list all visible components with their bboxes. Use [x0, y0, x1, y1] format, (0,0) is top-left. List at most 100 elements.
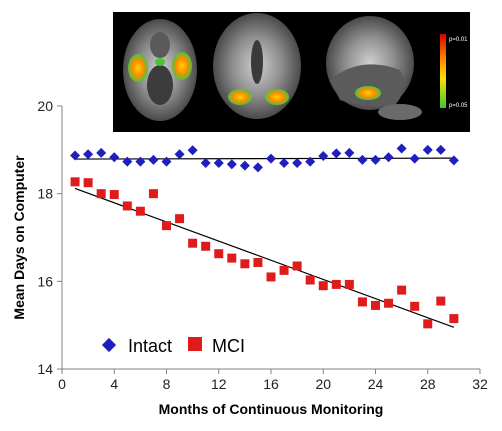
data-point-mci: [292, 261, 302, 271]
legend-marker-intact: [101, 337, 117, 353]
data-point-mci: [188, 238, 198, 248]
data-point-mci: [135, 206, 145, 216]
y-axis-title: Mean Days on Computer: [11, 155, 27, 320]
data-point-intact: [305, 156, 316, 167]
data-point-mci: [162, 221, 171, 231]
data-point-intact: [239, 160, 250, 171]
data-point-intact: [122, 156, 133, 167]
data-points: [70, 143, 459, 329]
data-point-mci: [148, 189, 158, 199]
y-tick-label: 14: [37, 361, 53, 377]
data-point-intact: [383, 152, 394, 163]
data-point-intact: [448, 155, 459, 166]
y-tick-label: 20: [37, 98, 53, 114]
activation-blob: [265, 89, 289, 105]
trend-line-mci: [74, 187, 455, 328]
data-point-intact: [226, 159, 237, 170]
data-point-mci: [70, 177, 80, 187]
data-point-intact: [135, 156, 146, 167]
x-tick-label: 8: [163, 376, 171, 392]
data-point-mci: [122, 201, 132, 211]
data-point-intact: [96, 147, 107, 158]
data-point-mci: [423, 319, 433, 329]
data-point-intact: [370, 154, 381, 165]
data-point-intact: [422, 144, 433, 155]
data-point-mci: [357, 297, 367, 307]
data-point-intact: [161, 156, 172, 167]
data-point-intact: [200, 157, 211, 168]
trend-line-intact: [75, 157, 454, 160]
data-point-intact: [70, 150, 81, 161]
data-point-mci: [240, 259, 250, 269]
data-point-mci: [331, 279, 341, 289]
data-point-mci: [410, 301, 420, 311]
data-point-intact: [252, 162, 263, 173]
legend-marker-mci: [188, 337, 202, 351]
data-point-intact: [331, 148, 342, 159]
data-point-intact: [187, 145, 198, 156]
data-point-mci: [266, 272, 276, 282]
data-point-intact: [292, 157, 303, 168]
x-tick-label: 16: [263, 376, 279, 392]
axial-brain-slice: [123, 19, 197, 121]
axes: [61, 106, 480, 370]
x-tick-label: 28: [420, 376, 436, 392]
data-point-intact: [435, 144, 446, 155]
legend-label-intact: Intact: [128, 336, 172, 356]
data-point-intact: [318, 150, 329, 161]
colorbar: [440, 34, 446, 108]
data-point-intact: [109, 152, 120, 163]
sagittal-brain-slice: [326, 16, 422, 120]
x-tick-label: 12: [211, 376, 227, 392]
data-point-mci: [214, 249, 224, 259]
x-tick-label: 4: [110, 376, 118, 392]
trend-lines: [74, 157, 455, 328]
x-tick-label: 20: [315, 376, 331, 392]
data-point-intact: [148, 154, 159, 165]
data-point-mci: [397, 285, 407, 295]
data-point-intact: [396, 143, 407, 154]
data-point-mci: [305, 275, 315, 285]
x-tick-label: 0: [58, 376, 66, 392]
data-point-intact: [409, 153, 420, 164]
data-point-intact: [344, 147, 355, 158]
y-tick-label: 18: [37, 186, 53, 202]
data-point-intact: [357, 154, 368, 165]
data-point-mci: [83, 178, 93, 188]
brain-mri-inset: p=0.01 p=0.05: [113, 12, 470, 132]
data-point-intact: [213, 157, 224, 168]
data-point-mci: [371, 300, 380, 310]
axis-ticks: 0 4 8 12 16 20 24 28 32 14 16 18 20: [37, 98, 488, 392]
data-point-mci: [279, 265, 289, 275]
data-point-mci: [175, 214, 185, 224]
activation-blob: [355, 86, 381, 100]
x-tick-label: 24: [368, 376, 384, 392]
coronal-brain-slice: [213, 13, 301, 119]
x-tick-label: 32: [472, 376, 488, 392]
data-point-mci: [318, 281, 328, 291]
data-point-mci: [201, 241, 211, 251]
legend-label-mci: MCI: [212, 336, 245, 356]
activation-blob: [172, 52, 192, 80]
legend: Intact MCI: [101, 336, 245, 356]
data-point-mci: [109, 190, 119, 200]
data-point-intact: [174, 149, 185, 160]
data-point-mci: [227, 253, 237, 263]
activation-blob: [128, 54, 148, 82]
data-point-intact: [83, 149, 94, 160]
activation-blob: [228, 89, 252, 105]
data-point-mci: [96, 189, 106, 199]
data-point-mci: [436, 296, 446, 306]
data-point-mci: [384, 298, 394, 308]
colorbar-label-bottom: p=0.05: [449, 103, 468, 109]
y-tick-label: 16: [37, 273, 53, 289]
data-point-intact: [279, 157, 290, 168]
data-point-intact: [266, 153, 276, 164]
data-point-mci: [253, 257, 263, 267]
data-point-mci: [449, 314, 459, 324]
data-point-mci: [344, 279, 354, 289]
x-axis-title: Months of Continuous Monitoring: [159, 401, 384, 417]
colorbar-label-top: p=0.01: [449, 37, 468, 43]
